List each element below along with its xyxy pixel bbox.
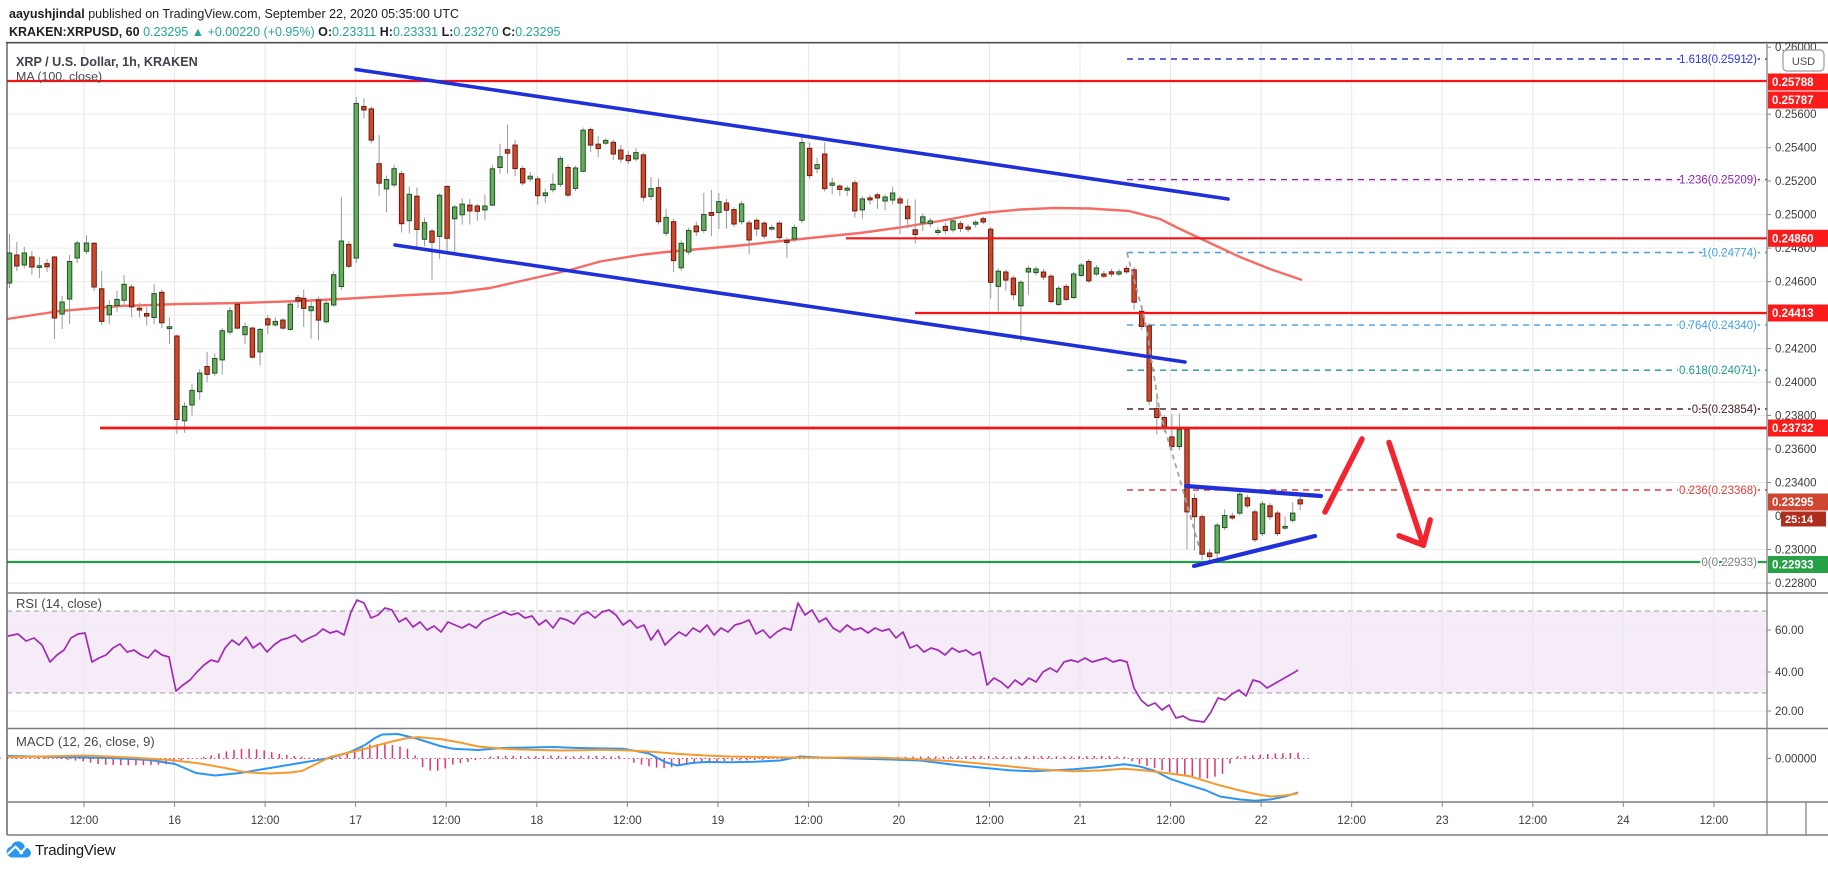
- svg-text:0.5(0.23854): 0.5(0.23854): [1692, 404, 1757, 416]
- svg-text:0.25000: 0.25000: [1775, 210, 1817, 222]
- svg-text:0.23000: 0.23000: [1775, 545, 1817, 557]
- svg-text:12:00: 12:00: [975, 815, 1004, 827]
- svg-text:0.23400: 0.23400: [1775, 478, 1817, 490]
- svg-text:20.00: 20.00: [1775, 706, 1804, 718]
- svg-text:0.23732: 0.23732: [1772, 423, 1814, 435]
- svg-text:12:00: 12:00: [794, 815, 823, 827]
- svg-text:25:14: 25:14: [1785, 514, 1814, 526]
- svg-text:0.618(0.24071): 0.618(0.24071): [1679, 365, 1757, 377]
- svg-text:12:00: 12:00: [1700, 815, 1729, 827]
- svg-text:0.25200: 0.25200: [1775, 176, 1817, 188]
- svg-text:0(0.22933): 0(0.22933): [1701, 557, 1757, 569]
- svg-text:1(0.24774): 1(0.24774): [1701, 248, 1757, 260]
- svg-text:aayushjindal published on Trad: aayushjindal published on TradingView.co…: [9, 7, 459, 21]
- svg-text:0.24413: 0.24413: [1772, 308, 1814, 320]
- svg-text:MA (100, close): MA (100, close): [16, 70, 102, 84]
- svg-text:0.24860: 0.24860: [1772, 233, 1814, 245]
- svg-text:12:00: 12:00: [1337, 815, 1366, 827]
- svg-text:16: 16: [168, 815, 181, 827]
- svg-text:RSI (14, close): RSI (14, close): [16, 596, 102, 611]
- svg-text:TradingView: TradingView: [35, 842, 116, 859]
- svg-text:60.00: 60.00: [1775, 625, 1804, 637]
- svg-text:19: 19: [712, 815, 725, 827]
- svg-text:0.25787: 0.25787: [1772, 95, 1814, 107]
- svg-text:0: 0: [1775, 511, 1781, 523]
- svg-text:22: 22: [1255, 815, 1268, 827]
- svg-text:0.24000: 0.24000: [1775, 377, 1817, 389]
- svg-text:12:00: 12:00: [251, 815, 280, 827]
- svg-text:12:00: 12:00: [432, 815, 461, 827]
- svg-text:12:00: 12:00: [613, 815, 642, 827]
- svg-text:0.24600: 0.24600: [1775, 277, 1817, 289]
- svg-text:12:00: 12:00: [1156, 815, 1185, 827]
- svg-text:12:00: 12:00: [1518, 815, 1547, 827]
- svg-text:12:00: 12:00: [70, 815, 99, 827]
- svg-text:1.236(0.25209): 1.236(0.25209): [1679, 175, 1757, 187]
- svg-text:23: 23: [1436, 815, 1449, 827]
- svg-text:0.236(0.23368): 0.236(0.23368): [1679, 485, 1757, 497]
- svg-text:0.23600: 0.23600: [1775, 444, 1817, 456]
- svg-text:0.22933: 0.22933: [1772, 560, 1814, 572]
- svg-text:20: 20: [893, 815, 906, 827]
- svg-text:0.764(0.24340): 0.764(0.24340): [1679, 320, 1757, 332]
- svg-text:0.25600: 0.25600: [1775, 109, 1817, 121]
- svg-text:0.24200: 0.24200: [1775, 344, 1817, 356]
- svg-text:XRP / U.S. Dollar, 1h, KRAKEN: XRP / U.S. Dollar, 1h, KRAKEN: [16, 55, 198, 69]
- svg-text:0.00000: 0.00000: [1775, 754, 1817, 766]
- svg-text:0.23295: 0.23295: [1772, 497, 1814, 509]
- svg-text:MACD (12, 26, close, 9): MACD (12, 26, close, 9): [16, 734, 155, 749]
- svg-text:17: 17: [349, 815, 362, 827]
- svg-text:0.25400: 0.25400: [1775, 143, 1817, 155]
- svg-text:0.25788: 0.25788: [1772, 77, 1814, 89]
- svg-text:21: 21: [1074, 815, 1087, 827]
- svg-text:1.618(0.25912): 1.618(0.25912): [1679, 54, 1757, 66]
- svg-text:40.00: 40.00: [1775, 667, 1804, 679]
- svg-text:0.22800: 0.22800: [1775, 578, 1817, 590]
- svg-text:18: 18: [530, 815, 543, 827]
- svg-text:USD: USD: [1792, 56, 1815, 68]
- svg-text:24: 24: [1617, 815, 1630, 827]
- svg-text:KRAKEN:XRPUSD, 60 0.23295 ▲ +: KRAKEN:XRPUSD, 60 0.23295 ▲ +0.00220 (+0…: [9, 25, 561, 39]
